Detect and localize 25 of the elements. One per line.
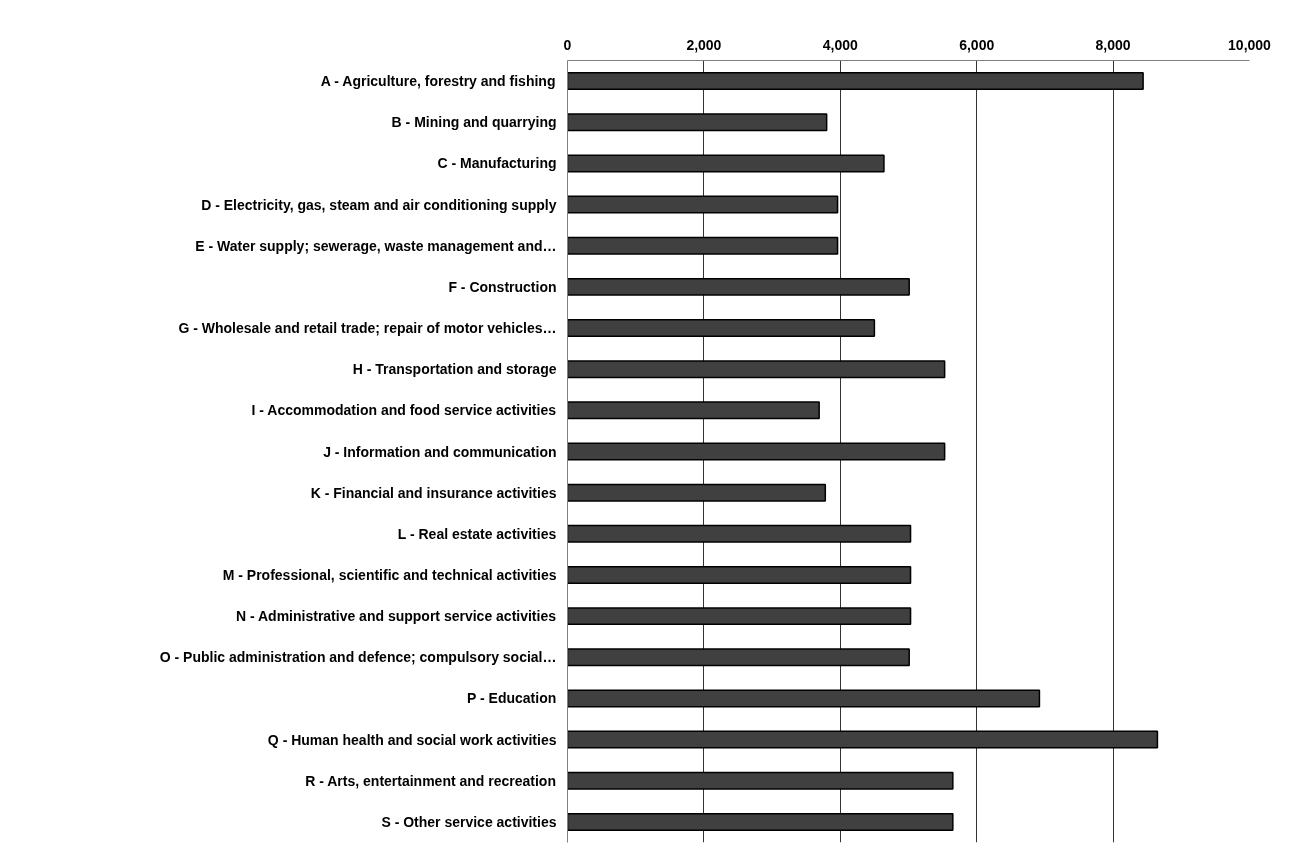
x-tick-label: 0 — [563, 36, 572, 53]
x-tick-label: 4,000 — [822, 36, 859, 53]
y-tick-label: C - Manufacturing — [437, 155, 557, 172]
y-tick-label: S - Other service activities — [381, 813, 557, 830]
x-tick-label: 8,000 — [1095, 36, 1131, 53]
y-tick-label: H - Transportation and storage — [352, 361, 557, 378]
y-tick-label: O - Public administration and defence; compulsory social… — [159, 649, 557, 666]
y-tick-label: K - Financial and insurance activities — [310, 484, 557, 501]
y-tick-label: N - Administrative and support service activities — [235, 608, 557, 625]
y-tick-label: J - Information and communication — [323, 443, 557, 460]
y-tick-label: B - Mining and quarrying — [391, 114, 557, 131]
x-tick-label: 6,000 — [959, 36, 995, 53]
x-tick-label: 10,000 — [1228, 36, 1272, 53]
y-tick-label: D - Electricity, gas, steam and air conditioning supply — [201, 196, 557, 213]
y-tick-label: P - Education — [467, 690, 557, 707]
y-tick-label: Q - Human health and social work activities — [267, 731, 557, 748]
y-tick-label: I - Accommodation and food service activities — [251, 402, 557, 419]
y-tick-label: L - Real estate activities — [397, 525, 557, 542]
y-tick-label: R - Arts, entertainment and recreation — [305, 772, 556, 789]
y-tick-label: E - Water supply; sewerage, waste management and… — [195, 237, 557, 254]
y-tick-label: G - Wholesale and retail trade; repair of motor vehicles… — [178, 320, 557, 337]
y-tick-label: M - Professional, scientific and technical activities — [222, 566, 557, 583]
y-tick-label: A - Agriculture, forestry and fishing — [320, 73, 556, 90]
x-tick-label: 2,000 — [686, 36, 722, 53]
y-tick-label: F - Construction — [448, 278, 557, 295]
